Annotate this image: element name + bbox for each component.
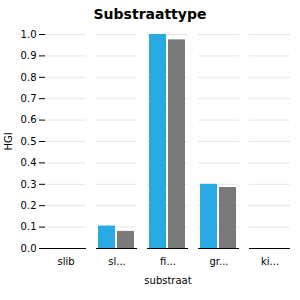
svg-text:1.0: 1.0 xyxy=(21,29,37,40)
svg-text:0.3: 0.3 xyxy=(21,179,37,190)
svg-text:slib: slib xyxy=(57,256,74,267)
svg-text:0.9: 0.9 xyxy=(21,50,37,61)
svg-text:0.0: 0.0 xyxy=(21,243,37,254)
svg-text:sl...: sl... xyxy=(108,256,126,267)
svg-text:0.7: 0.7 xyxy=(21,93,37,104)
svg-text:0.5: 0.5 xyxy=(21,136,37,147)
svg-text:0.4: 0.4 xyxy=(21,157,37,168)
svg-text:0.6: 0.6 xyxy=(21,114,37,125)
svg-text:0.2: 0.2 xyxy=(21,200,37,211)
svg-text:0.1: 0.1 xyxy=(21,221,37,232)
svg-text:0.8: 0.8 xyxy=(21,72,37,83)
svg-text:substraat: substraat xyxy=(144,275,191,286)
svg-text:HGI: HGI xyxy=(3,132,14,150)
svg-text:fi...: fi... xyxy=(160,256,176,267)
svg-text:gr...: gr... xyxy=(209,256,228,267)
html-text:Substraattype: Substraattype xyxy=(93,6,207,22)
svg-text:ki...: ki... xyxy=(261,256,279,267)
